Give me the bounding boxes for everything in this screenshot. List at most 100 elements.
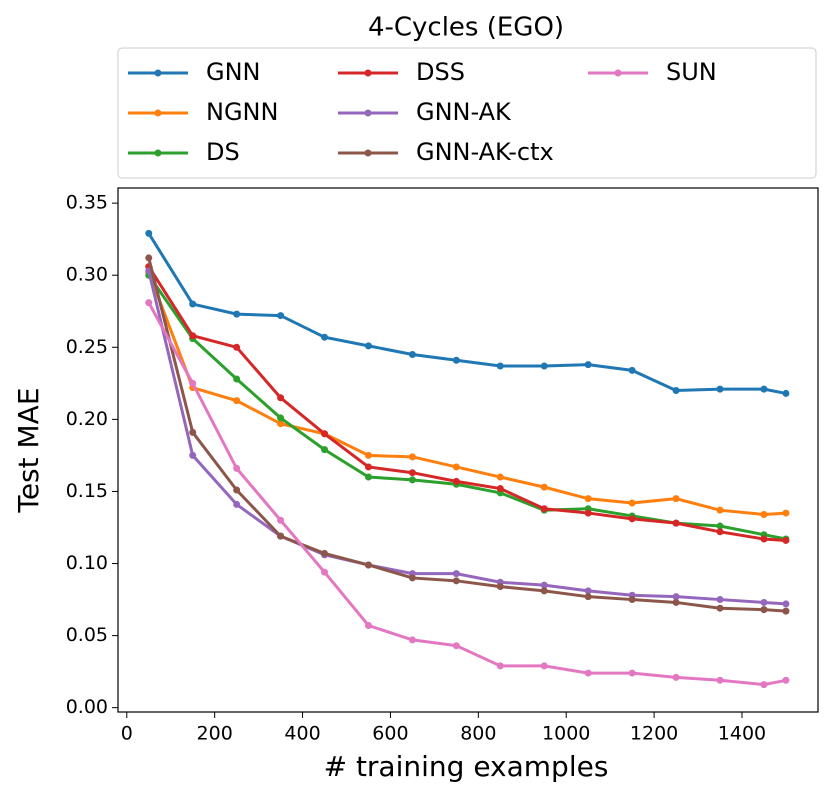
legend-label: GNN [206,58,261,86]
data-point [364,342,372,350]
legend-marker [364,69,372,77]
chart-title: 4-Cycles (EGO) [368,13,564,43]
data-point [408,350,416,358]
legend-marker [154,109,162,117]
y-tick-label: 0.35 [66,192,108,214]
data-point [716,522,724,530]
data-point [496,662,504,670]
y-tick-label: 0.00 [66,696,108,718]
data-point [760,598,768,606]
legend-label: DSS [416,58,465,86]
data-point [189,379,197,387]
data-point [189,332,197,340]
data-point [233,343,241,351]
data-point [189,428,197,436]
data-point [277,420,285,428]
data-point [672,495,680,503]
y-tick-label: 0.25 [66,336,108,358]
data-point [452,356,460,364]
data-point [364,451,372,459]
data-point [584,361,592,369]
data-point [233,375,241,383]
data-point [364,622,372,630]
data-point [277,532,285,540]
data-point [452,642,460,650]
data-point [760,385,768,393]
legend-marker [614,69,622,77]
legend-marker [364,109,372,117]
data-point [452,477,460,485]
data-point [408,636,416,644]
data-point [672,593,680,601]
y-tick-label: 0.15 [66,480,108,502]
y-axis-label: Test MAE [12,387,45,513]
data-point [233,500,241,508]
data-point [540,483,548,491]
data-point [782,536,790,544]
data-point [584,669,592,677]
data-point [716,596,724,604]
data-point [782,676,790,684]
data-point [496,362,504,370]
legend-label: NGNN [206,98,278,126]
x-tick-label: 800 [460,723,496,745]
y-tick-label: 0.30 [66,264,108,286]
data-point [233,310,241,318]
data-point [321,333,329,341]
data-point [364,473,372,481]
data-point [364,561,372,569]
data-point [628,596,636,604]
data-point [716,528,724,536]
data-point [189,300,197,308]
data-point [540,505,548,513]
data-point [496,583,504,591]
x-tick-label: 400 [284,723,320,745]
series-line [147,271,787,517]
series-line [147,274,787,541]
legend-marker [154,149,162,157]
data-point [277,516,285,524]
data-point [716,676,724,684]
data-point [672,519,680,527]
data-point [496,485,504,493]
legend-marker [154,69,162,77]
y-tick-label: 0.10 [66,552,108,574]
series-line [147,301,787,687]
x-tick-label: 0 [121,723,133,745]
data-point [321,549,329,557]
data-point [584,509,592,517]
legend-label: GNN-AK [416,98,512,126]
x-tick-label: 1000 [542,723,590,745]
data-point [716,506,724,514]
data-point [760,606,768,614]
data-point [452,577,460,585]
x-tick-label: 1400 [718,723,766,745]
data-point [277,394,285,402]
data-point [760,511,768,519]
data-point [540,581,548,589]
x-tick-label: 600 [372,723,408,745]
data-point [408,453,416,461]
y-tick-label: 0.20 [66,408,108,430]
data-point [782,607,790,615]
data-point [782,600,790,608]
data-point [452,463,460,471]
data-point [452,570,460,578]
data-point [364,463,372,471]
data-point [782,389,790,397]
data-point [233,464,241,472]
data-point [628,499,636,507]
x-tick-label: 200 [197,723,233,745]
data-point [277,414,285,422]
data-point [672,387,680,395]
data-point [628,366,636,374]
series-line [147,257,787,613]
data-point [233,486,241,494]
data-point [628,669,636,677]
data-point [584,495,592,503]
data-point [408,469,416,477]
data-point [145,229,153,237]
data-point [540,587,548,595]
legend-label: DS [206,138,240,166]
data-point [716,385,724,393]
